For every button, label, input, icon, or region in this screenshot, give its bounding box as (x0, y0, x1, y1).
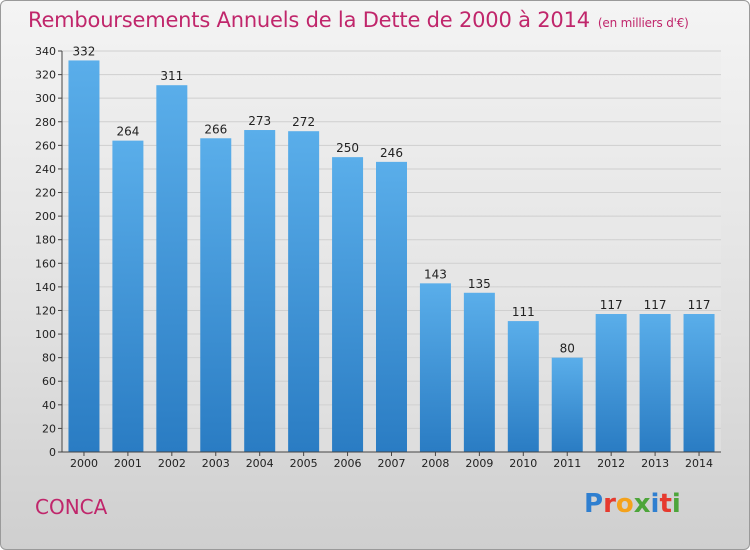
proxiti-logo: Proxiti (584, 489, 681, 519)
y-tick-label: 20 (42, 422, 56, 435)
data-label: 266 (204, 122, 227, 136)
bar (200, 138, 232, 452)
data-label: 272 (292, 115, 315, 129)
data-label: 80 (560, 342, 575, 356)
x-tick-label: 2010 (509, 457, 537, 470)
commune-name: CONCA (35, 495, 108, 519)
title-text: Remboursements Annuels de la Dette de 20… (28, 8, 590, 32)
data-label: 264 (116, 125, 139, 139)
y-tick-label: 180 (35, 234, 56, 247)
data-label: 246 (380, 146, 403, 160)
data-label: 117 (600, 298, 623, 312)
bar (551, 357, 583, 452)
data-label: 135 (468, 277, 491, 291)
x-tick-label: 2012 (597, 457, 625, 470)
bar (244, 130, 276, 453)
x-tick-label: 2000 (70, 457, 98, 470)
logo-letter: P (584, 489, 604, 519)
bar (376, 161, 407, 453)
bar (683, 314, 715, 452)
x-tick-label: 2002 (158, 457, 186, 470)
y-tick-label: 300 (35, 92, 56, 105)
x-tick-label: 2005 (290, 457, 318, 470)
y-tick-label: 280 (35, 116, 56, 129)
logo-letter: x (633, 489, 651, 519)
y-tick-label: 120 (35, 304, 56, 317)
y-tick-label: 40 (42, 399, 56, 412)
y-tick-label: 100 (35, 328, 56, 341)
x-tick-label: 2014 (685, 457, 713, 470)
y-tick-label: 340 (35, 45, 56, 58)
data-label: 111 (512, 305, 535, 319)
y-tick-label: 320 (35, 69, 56, 82)
logo-letter: r (603, 489, 616, 519)
x-tick-label: 2009 (465, 457, 493, 470)
logo-letter: i (671, 489, 681, 519)
x-tick-label: 2006 (334, 457, 362, 470)
bar (288, 131, 320, 452)
data-label: 311 (160, 69, 183, 83)
bar (419, 283, 451, 452)
logo-letter: t (659, 489, 672, 519)
bar (112, 140, 144, 452)
chart-title: Remboursements Annuels de la Dette de 20… (28, 8, 689, 32)
logo-letter: i (650, 489, 660, 519)
y-tick-label: 260 (35, 139, 56, 152)
data-label: 332 (73, 44, 96, 58)
bar (639, 314, 671, 452)
logo-letter: o (615, 489, 634, 519)
x-tick-label: 2003 (202, 457, 230, 470)
x-tick-label: 2011 (553, 457, 581, 470)
y-tick-label: 220 (35, 187, 56, 200)
x-tick-label: 2007 (378, 457, 406, 470)
y-tick-label: 80 (42, 352, 56, 365)
data-label: 117 (688, 298, 711, 312)
bar (68, 60, 100, 452)
y-tick-label: 240 (35, 163, 56, 176)
bar (595, 314, 627, 452)
data-label: 117 (644, 298, 667, 312)
y-tick-label: 0 (49, 446, 56, 459)
x-tick-label: 2004 (246, 457, 274, 470)
data-label: 143 (424, 267, 447, 281)
bar (332, 157, 364, 452)
y-tick-label: 200 (35, 210, 56, 223)
x-tick-label: 2008 (421, 457, 449, 470)
x-tick-label: 2013 (641, 457, 669, 470)
y-tick-label: 60 (42, 375, 56, 388)
bar (463, 292, 495, 452)
x-tick-label: 2001 (114, 457, 142, 470)
y-tick-label: 160 (35, 257, 56, 270)
data-label: 273 (248, 114, 271, 128)
unit-label: (en milliers d'€) (597, 16, 689, 30)
data-label: 250 (336, 141, 359, 155)
bar (156, 85, 188, 452)
bar (507, 321, 539, 452)
y-tick-label: 140 (35, 281, 56, 294)
